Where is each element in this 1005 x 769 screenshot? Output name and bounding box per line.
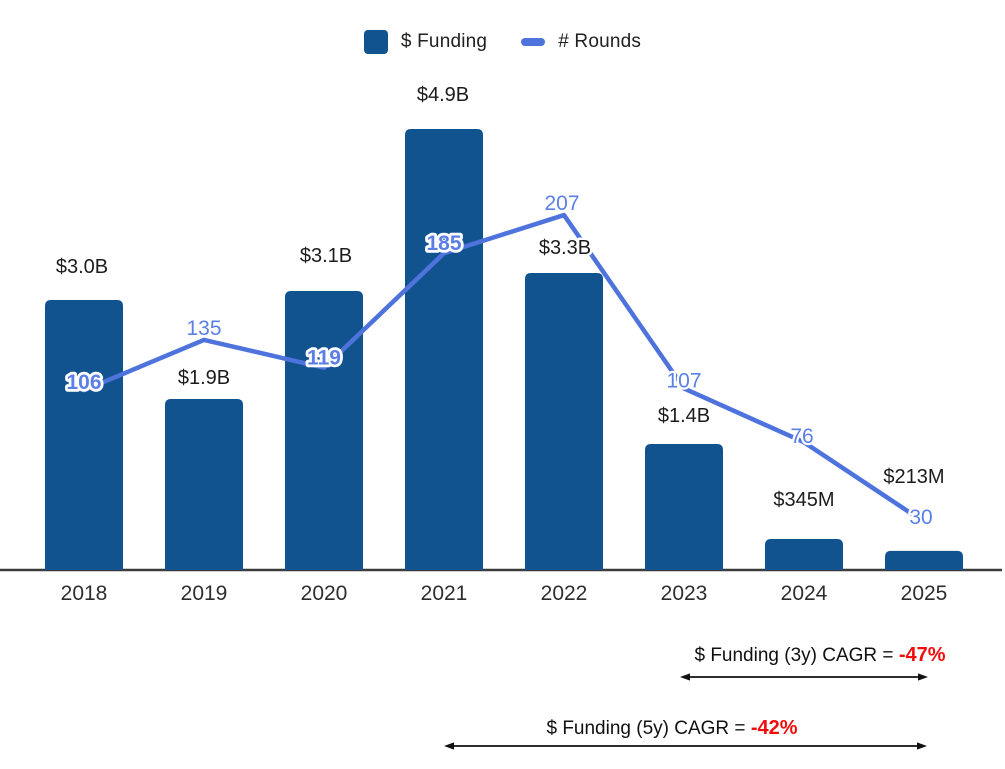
- bar-2021: [405, 129, 483, 570]
- x-tick-2024: 2024: [781, 582, 828, 605]
- bar-2022: [525, 273, 603, 570]
- bar-label-2019: $1.9B: [178, 367, 230, 389]
- rounds-swatch-icon: [521, 38, 546, 46]
- cagr-5y-text: $ Funding (5y) CAGR = -42%: [546, 717, 797, 740]
- bar-2023: [645, 444, 723, 570]
- funding-swatch-icon: [363, 30, 388, 54]
- cagr-5y-range-arrow: [444, 742, 927, 750]
- bar-label-2018: $3.0B: [56, 256, 108, 278]
- rounds-line: [81, 212, 927, 525]
- rounds-label-2019: 135: [186, 317, 221, 340]
- bar-label-2022: $3.3B: [539, 237, 591, 259]
- rounds-label-2023: 107: [666, 369, 701, 392]
- bar-label-2023: $1.4B: [658, 405, 710, 427]
- cagr-5y-label: $ Funding (5y) CAGR =: [546, 718, 751, 739]
- cagr-3y-range-arrow: [680, 673, 928, 681]
- cagr-5y-value: -42%: [750, 717, 798, 739]
- legend-label-funding: $ Funding: [400, 31, 488, 52]
- cagr-3y-value: -47%: [898, 644, 946, 666]
- chart-legend: $ Funding # Rounds: [0, 30, 1005, 54]
- legend-item-funding: $ Funding: [363, 30, 488, 54]
- bar-label-2025: $213M: [883, 466, 944, 488]
- bar-2018: [45, 300, 123, 570]
- rounds-label-2024: 76: [790, 425, 813, 448]
- rounds-label-2021: 185: [426, 232, 461, 255]
- x-tick-2019: 2019: [181, 582, 228, 605]
- rounds-label-2020: 119: [307, 347, 341, 370]
- rounds-label-2022: 207: [544, 192, 579, 215]
- bar-label-2021: $4.9B: [417, 84, 469, 106]
- rounds-label-2025: 30: [909, 506, 932, 529]
- bar-2024: [765, 538, 843, 570]
- cagr-3y-text: $ Funding (3y) CAGR = -47%: [694, 644, 945, 667]
- x-tick-2022: 2022: [541, 582, 588, 605]
- bar-2020: [285, 291, 363, 570]
- x-tick-2021: 2021: [421, 582, 468, 605]
- bar-2019: [165, 399, 243, 570]
- bar-label-2024: $345M: [773, 489, 834, 511]
- x-tick-2020: 2020: [301, 582, 348, 605]
- bar-label-2020: $3.1B: [300, 245, 352, 267]
- bar-2025: [885, 550, 963, 570]
- legend-label-rounds: # Rounds: [558, 31, 642, 52]
- rounds-label-2018: 106: [66, 371, 101, 394]
- x-tick-2023: 2023: [661, 582, 708, 605]
- x-tick-2025: 2025: [901, 582, 948, 605]
- x-tick-2018: 2018: [61, 582, 108, 605]
- cagr-3y-label: $ Funding (3y) CAGR =: [694, 645, 899, 666]
- legend-item-rounds: # Rounds: [521, 31, 641, 53]
